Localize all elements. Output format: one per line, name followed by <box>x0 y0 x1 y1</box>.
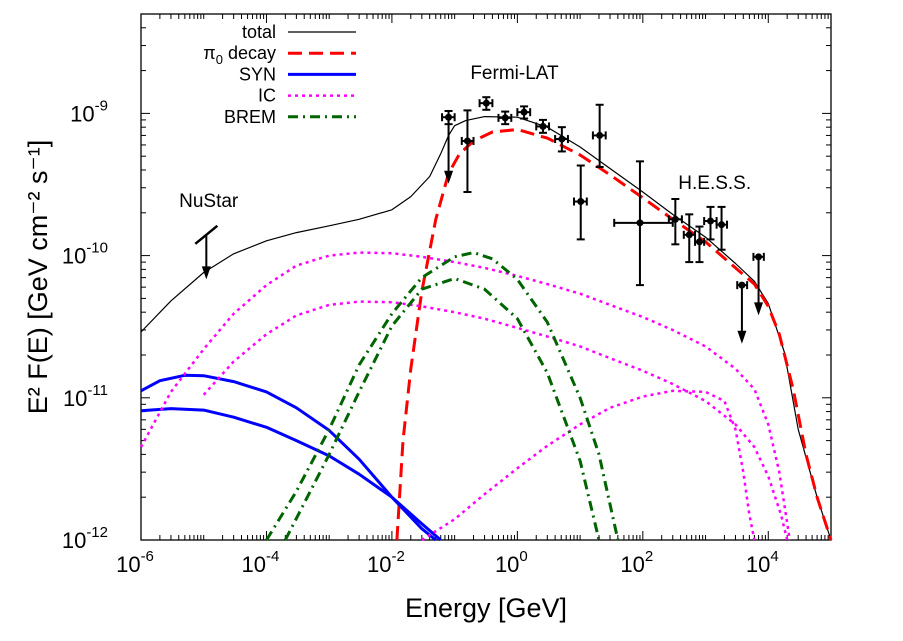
upper-limit-arrowhead <box>201 266 211 280</box>
series-curve-1 <box>395 128 833 541</box>
annotation-hess: H.E.S.S. <box>678 173 751 194</box>
legend-label: π0 decay <box>203 43 276 67</box>
legend-label: SYN <box>239 64 276 84</box>
series-curve-4 <box>139 251 792 541</box>
hess-point <box>682 213 697 264</box>
legend-label: BREM <box>224 107 276 127</box>
series-curve-7 <box>265 251 620 541</box>
series-curve-3 <box>140 407 442 542</box>
fermi-lat-point <box>497 110 513 126</box>
hess-point <box>752 252 765 316</box>
x-tick-label: 10-4 <box>242 548 280 577</box>
fermi-lat-point <box>535 118 551 134</box>
fermi-lat-point <box>460 109 475 194</box>
axis-ticks <box>140 13 832 541</box>
hess-point <box>715 205 729 251</box>
upper-limit-arrowhead <box>754 302 764 316</box>
hess-point <box>613 160 674 287</box>
hess-point <box>703 205 718 241</box>
x-axis-title: Energy [GeV] <box>405 593 567 623</box>
y-axis-title: E² F(E) [GeV cm⁻² s⁻¹] <box>23 140 53 415</box>
fermi-lat-point <box>441 109 456 184</box>
hess-point <box>667 198 683 246</box>
y-tick-label: 10-10 <box>62 240 108 269</box>
series-curve-2 <box>140 373 437 542</box>
data-points <box>194 96 765 344</box>
x-tick-label: 100 <box>495 548 528 577</box>
x-tick-label: 104 <box>746 548 779 577</box>
fermi-lat-point <box>573 164 588 241</box>
tick-labels: 10-6 10-4 10-2 100 102 104 10-12 10-11 10-10 10-9 <box>62 97 779 577</box>
upper-limit-arrowhead <box>737 330 747 344</box>
annotation-fermi: Fermi-LAT <box>470 63 559 84</box>
x-tick-label: 102 <box>620 548 653 577</box>
hess-point <box>694 225 706 264</box>
x-tick-label: 10-2 <box>367 548 405 577</box>
annotation-nustar: NuStar <box>179 191 239 212</box>
y-tick-label: 10-9 <box>70 97 108 126</box>
plot-frame <box>140 13 832 541</box>
fermi-lat-point <box>478 96 494 111</box>
series-curve-5 <box>202 300 789 541</box>
y-tick-label: 10-12 <box>62 524 108 553</box>
fermi-lat-point <box>591 103 607 168</box>
fermi-lat-point <box>554 126 569 153</box>
x-tick-label: 10-6 <box>116 548 154 577</box>
y-tick-label: 10-11 <box>63 382 108 411</box>
fermi-lat-point <box>516 105 532 120</box>
model-curves <box>139 116 833 542</box>
legend-label: IC <box>258 86 276 106</box>
legend-label: total <box>242 22 276 42</box>
hess-point <box>736 281 749 344</box>
upper-limit-arrowhead <box>444 170 454 184</box>
series-curve-8 <box>283 277 601 541</box>
annotations: Fermi-LAT H.E.S.S. NuStar <box>179 63 751 212</box>
nustar-upper-limit <box>194 224 219 280</box>
series-curve-6 <box>421 389 756 542</box>
